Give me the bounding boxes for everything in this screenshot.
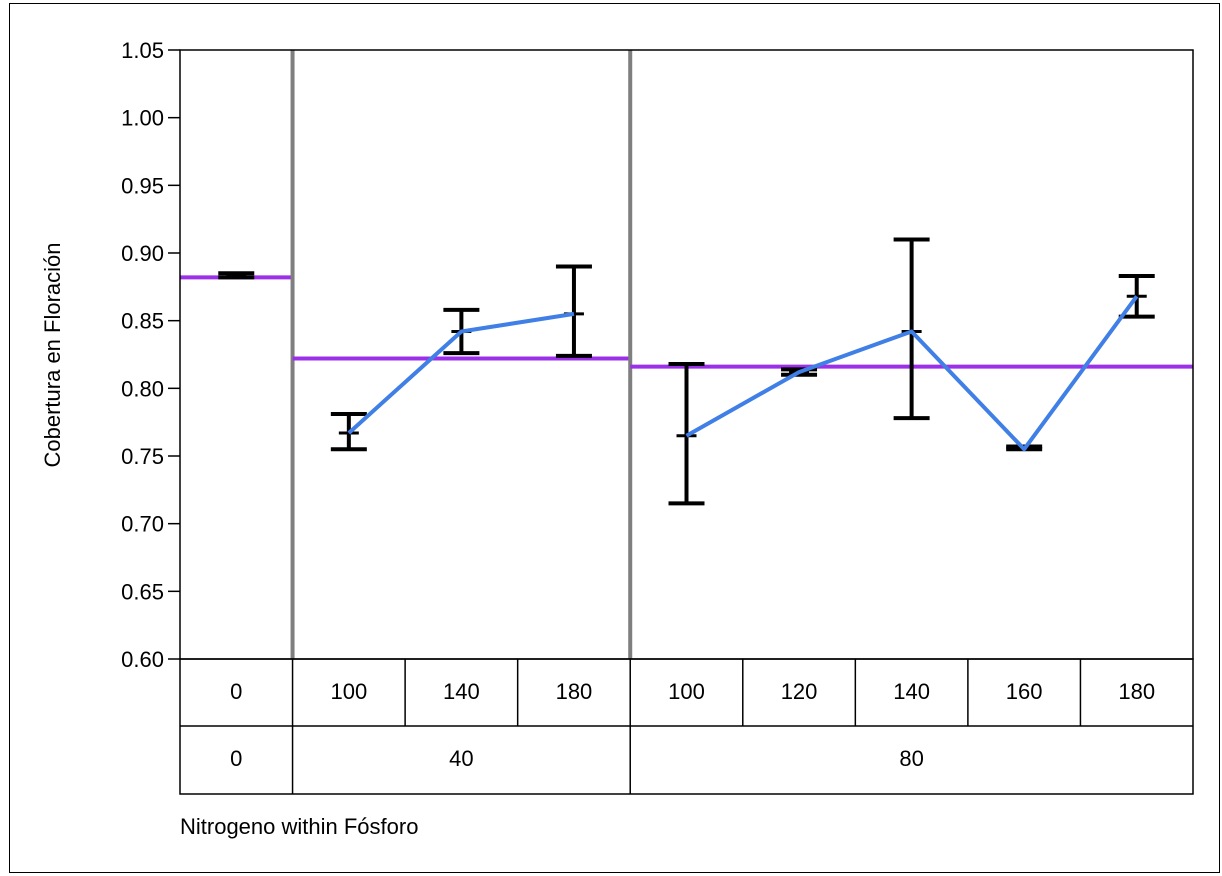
- y-tick-label: 0.70: [121, 512, 164, 537]
- nitrogen-level-label: 120: [781, 679, 818, 704]
- nitrogen-level-label: 140: [893, 679, 930, 704]
- y-axis-label: Cobertura en Floración: [40, 242, 65, 467]
- y-tick-label: 0.95: [121, 173, 164, 198]
- cell-mean-line: [347, 311, 575, 435]
- y-tick-label: 0.85: [121, 309, 164, 334]
- nitrogen-level-label: 0: [230, 679, 242, 704]
- plot-area: [179, 49, 1194, 660]
- nitrogen-level-label: 180: [1118, 679, 1155, 704]
- nitrogen-level-label: 100: [668, 679, 705, 704]
- y-tick-label: 0.80: [121, 376, 164, 401]
- y-tick-label: 0.65: [121, 579, 164, 604]
- nitrogen-level-label: 140: [443, 679, 480, 704]
- cell-mean-line: [685, 295, 1139, 452]
- y-tick-label: 1.05: [121, 38, 164, 63]
- y-tick-label: 0.60: [121, 647, 164, 672]
- phosphorus-level-label: 40: [449, 746, 473, 771]
- phosphorus-level-label: 0: [230, 746, 242, 771]
- y-tick-label: 1.00: [121, 106, 164, 131]
- plot-border: [179, 49, 1194, 660]
- nitrogen-level-label: 180: [556, 679, 593, 704]
- phosphorus-level-label: 80: [899, 746, 923, 771]
- y-axis: 0.60 0.65 0.70 0.75 0.80 0.85 0.90 0.95 1.00 1.05: [121, 38, 180, 672]
- x-axis-table: 0 100 140 180 100 120 140 160 180 0 40 80: [179, 658, 1194, 795]
- chart-frame: [9, 3, 1220, 873]
- y-tick-label: 0.75: [121, 444, 164, 469]
- x-axis-label: Nitrogeno within Fósforo: [180, 814, 418, 839]
- nitrogen-level-label: 160: [1006, 679, 1043, 704]
- nitrogen-level-label: 100: [330, 679, 367, 704]
- y-tick-label: 0.90: [121, 241, 164, 266]
